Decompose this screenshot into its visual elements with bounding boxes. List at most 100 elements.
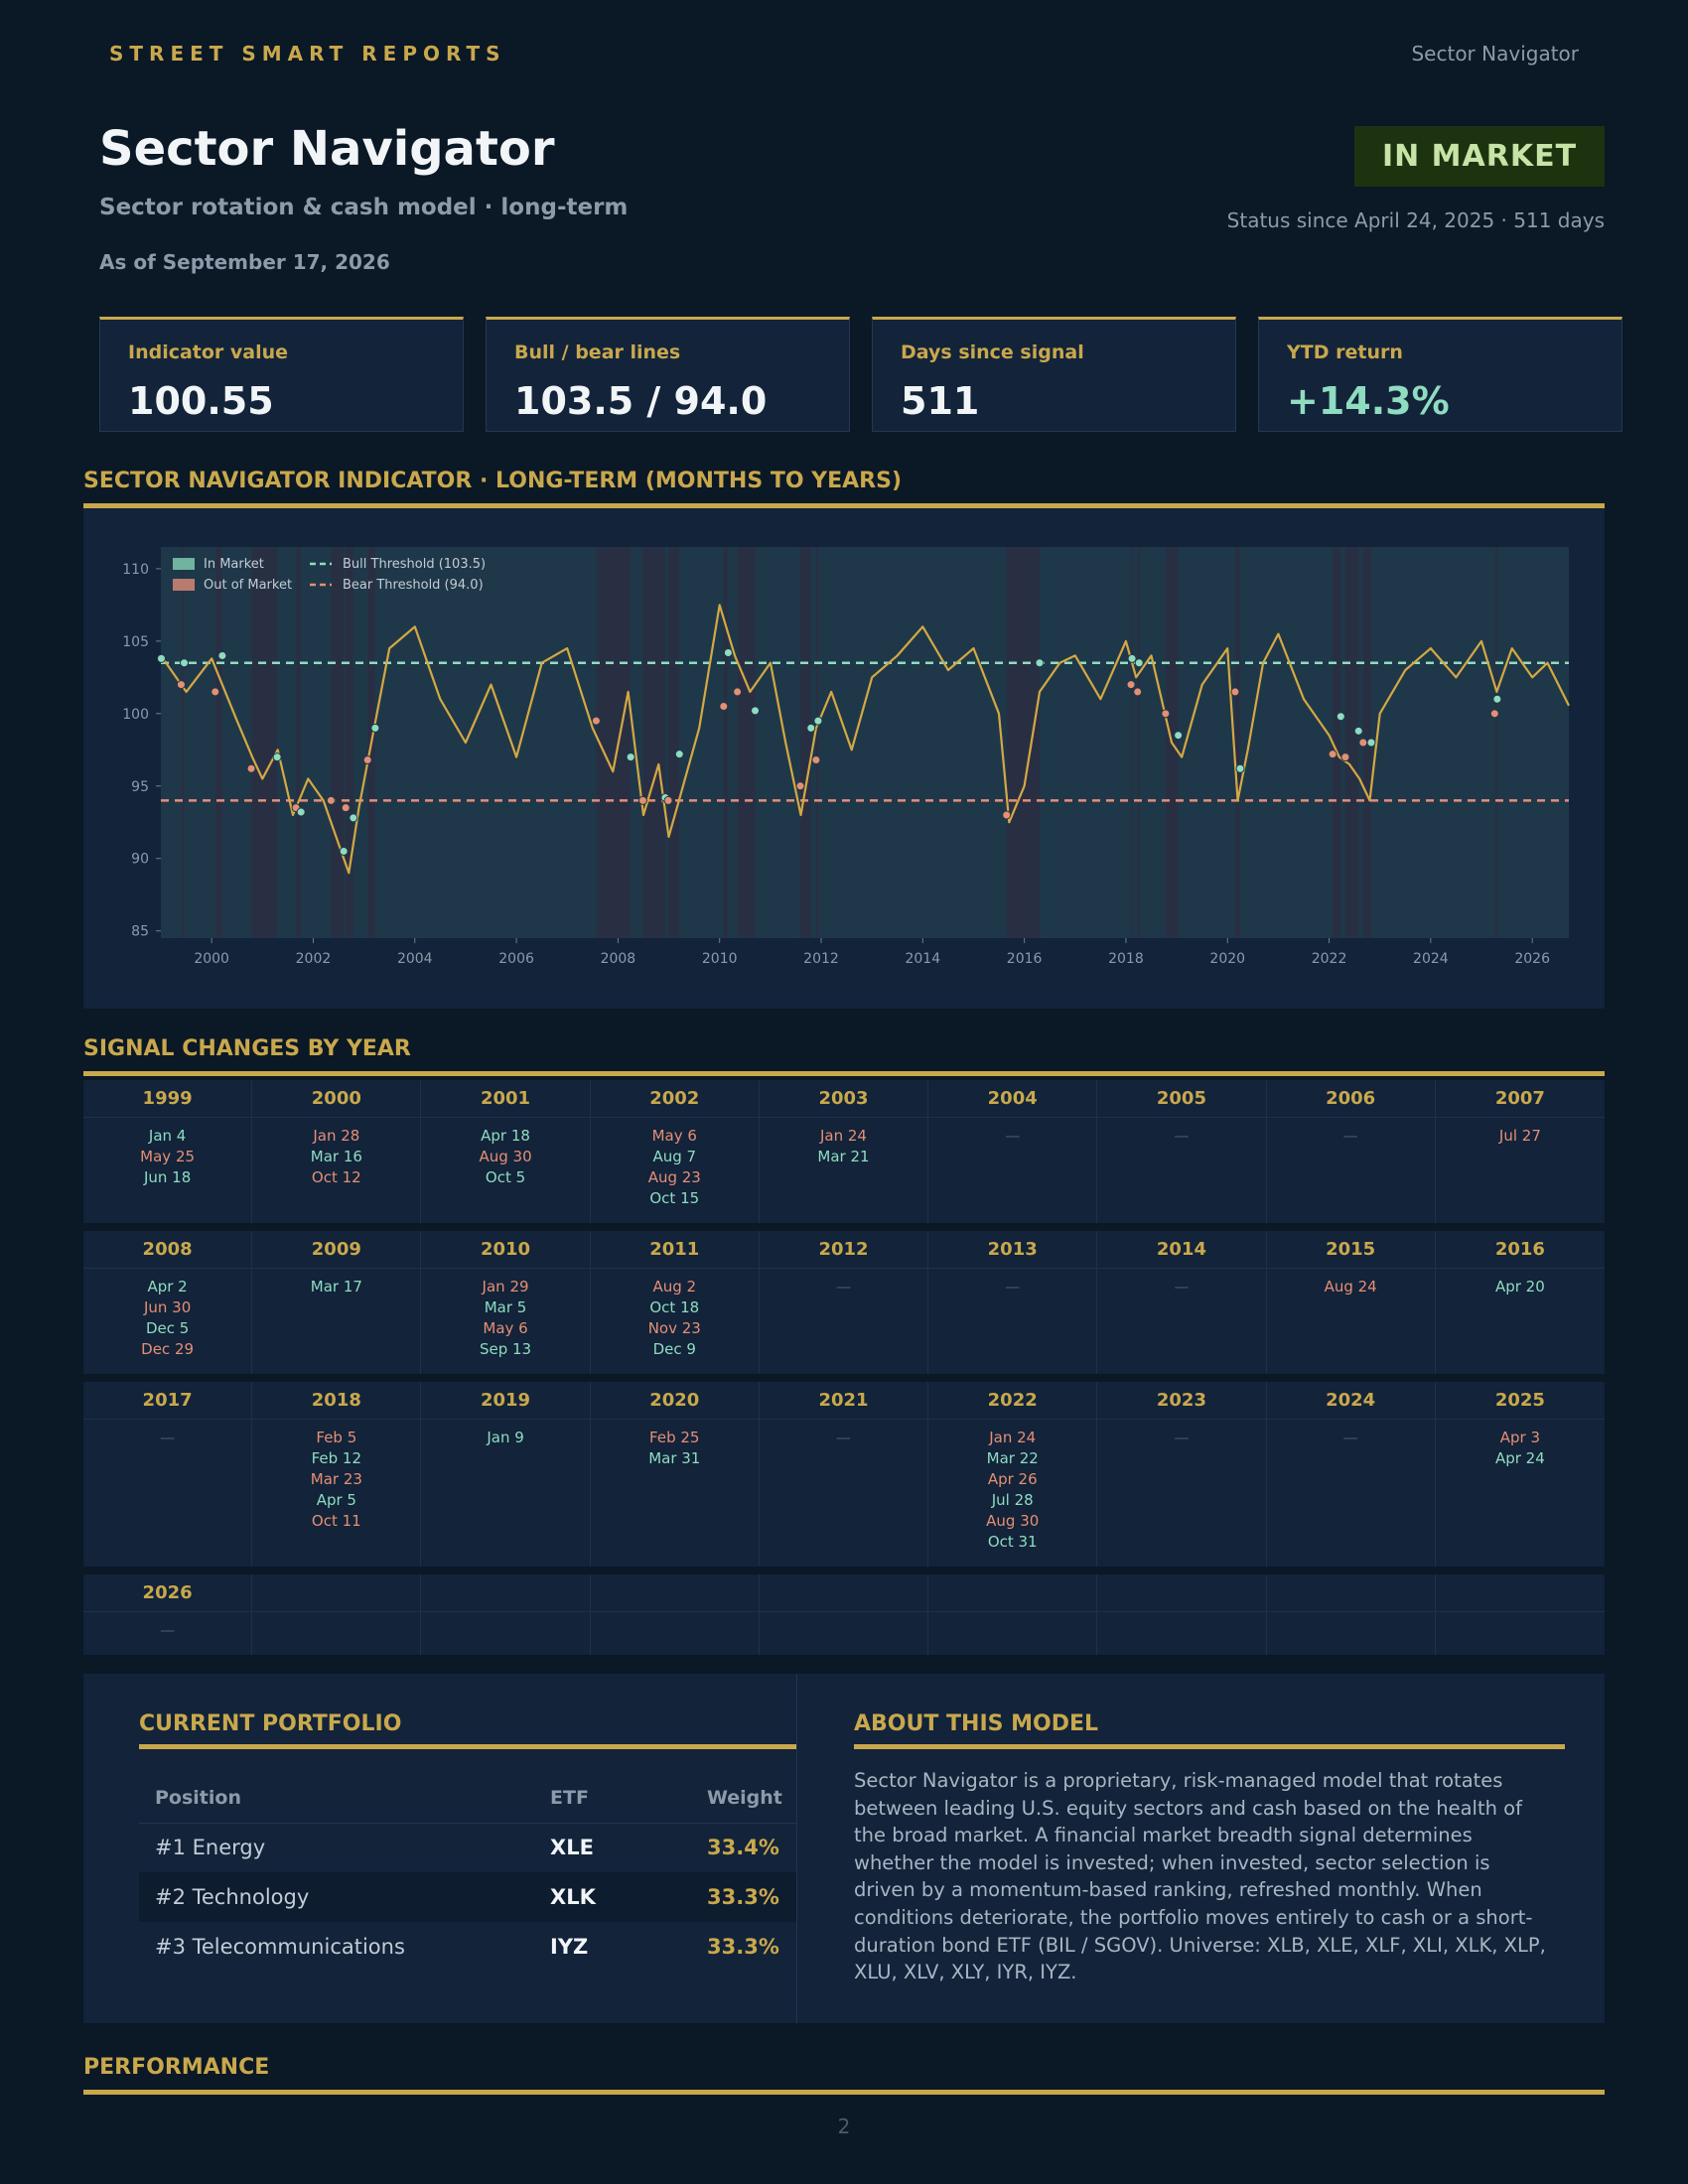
year-cell — [928, 1574, 1098, 1655]
position-cell: #1 Energy — [155, 1836, 266, 1860]
signal-date-in: Apr 18 — [481, 1127, 530, 1145]
legend-label: Out of Market — [204, 578, 292, 593]
year-label: 2014 — [1097, 1231, 1266, 1269]
signal-marker-in — [339, 846, 349, 856]
kpi-card-ytd: YTD return +14.3% — [1258, 317, 1622, 432]
signal-date-list — [421, 1612, 589, 1634]
signal-date-list: Jan 4 May 25 Jun 18 — [83, 1118, 251, 1202]
out-of-market-band — [296, 547, 302, 938]
signal-marker-out — [362, 755, 372, 765]
position-cell: #3 Telecommunications — [155, 1935, 405, 1959]
signal-marker-in — [1127, 653, 1137, 663]
signal-date-in: Aug 7 — [652, 1148, 697, 1165]
year-label: 2004 — [928, 1080, 1097, 1118]
year-cell — [1266, 1574, 1436, 1655]
signal-marker-out — [326, 795, 336, 805]
signal-marker-in — [1134, 658, 1144, 668]
legend-swatch-in-market — [173, 558, 195, 570]
no-signal-mark: — — [1005, 1278, 1021, 1296]
signal-marker-out — [246, 763, 256, 773]
signal-date-out: Aug 24 — [1324, 1278, 1377, 1296]
year-cell: 2016 Apr 20 — [1435, 1231, 1605, 1374]
x-tick-label: 2022 — [1312, 951, 1347, 967]
signal-date-list — [928, 1612, 1096, 1634]
signal-date-in: Apr 2 — [147, 1278, 188, 1296]
signal-date-list: Jul 27 — [1436, 1118, 1605, 1160]
signal-marker-in — [806, 723, 816, 733]
kpi-row: Indicator value 100.55 Bull / bear lines… — [99, 317, 1622, 432]
table-row: #3 Telecommunications IYZ 33.3% — [139, 1922, 796, 1972]
no-signal-mark: — — [1174, 1127, 1190, 1145]
signal-date-in: Jul 28 — [991, 1491, 1034, 1509]
brand-name: STREET SMART REPORTS — [109, 42, 506, 66]
year-label: 2016 — [1435, 1231, 1605, 1269]
year-cell: 2023 — — [1097, 1382, 1267, 1567]
indicator-chart-panel: 2000 2002 2004 2006 2008 2010 2012 2014 2016 2018… — [83, 508, 1605, 1009]
year-label — [252, 1574, 421, 1612]
out-of-market-band — [1234, 547, 1241, 938]
status-since: Status since April 24, 2025 · 511 days — [1226, 208, 1605, 232]
out-of-market-band — [346, 547, 353, 938]
signal-date-list: May 6 Aug 7 Aug 23 Oct 15 — [591, 1118, 759, 1223]
out-of-market-band — [800, 547, 811, 938]
signal-marker-out — [591, 716, 601, 726]
signal-date-out: May 25 — [140, 1148, 196, 1165]
year-cell: 2013 — — [928, 1231, 1098, 1374]
year-label — [1097, 1574, 1266, 1612]
year-cell: 2020 Feb 25 Mar 31 — [590, 1382, 760, 1567]
table-row: #2 Technology XLK 33.3% — [139, 1872, 796, 1922]
no-signal-mark: — — [1174, 1278, 1190, 1296]
chart-legend: In Market Out of Market Bull Threshold (… — [173, 557, 486, 593]
signal-marker-in — [626, 752, 635, 762]
year-label: 2018 — [252, 1382, 421, 1420]
signal-marker-out — [637, 795, 647, 805]
year-label: 2002 — [590, 1080, 759, 1118]
signal-marker-in — [1035, 658, 1045, 668]
signal-marker-out — [663, 795, 673, 805]
out-of-market-band — [181, 547, 185, 938]
year-label — [421, 1574, 590, 1612]
signal-date-list — [1097, 1612, 1265, 1634]
signal-date-list: — — [928, 1269, 1096, 1311]
out-of-market-band — [596, 547, 632, 938]
portfolio-table: Position ETF Weight #1 Energy XLE 33.4% … — [139, 1773, 796, 1972]
no-signal-mark: — — [160, 1621, 176, 1639]
year-cell: 2000 Jan 28 Mar 16 Oct 12 — [252, 1080, 422, 1223]
signal-date-in: Oct 18 — [649, 1298, 700, 1316]
year-cell: 2005 — — [1097, 1080, 1267, 1223]
signal-date-out: Aug 30 — [479, 1148, 532, 1165]
x-tick-label: 2008 — [601, 951, 636, 967]
year-label: 2007 — [1435, 1080, 1605, 1118]
signal-marker-in — [723, 648, 733, 658]
signal-marker-in — [813, 716, 823, 726]
year-cell: 2006 — — [1266, 1080, 1436, 1223]
signal-marker-out — [211, 687, 220, 697]
signal-date-list: Apr 3 Apr 24 — [1436, 1420, 1605, 1483]
y-tick-label: 110 — [122, 562, 149, 578]
year-cell: 2019 Jan 9 — [421, 1382, 591, 1567]
out-of-market-band — [1333, 547, 1341, 938]
signal-date-out: Jan 24 — [989, 1429, 1037, 1446]
year-label — [590, 1574, 759, 1612]
signal-marker-out — [1133, 687, 1143, 697]
out-of-market-band — [1006, 547, 1040, 938]
header-report-name[interactable]: Sector Navigator — [1411, 42, 1579, 66]
page-subtitle: Sector rotation & cash model · long-term — [99, 195, 629, 220]
year-cell — [1097, 1574, 1267, 1655]
signal-date-out: Jan 24 — [820, 1127, 867, 1145]
out-of-market-band — [737, 547, 756, 938]
year-cell: 2022 Jan 24 Mar 22 Apr 26 Jul 28 Aug 30 Oct 31 — [928, 1382, 1098, 1567]
signal-date-out: Mar 23 — [310, 1470, 362, 1488]
signal-marker-in — [180, 658, 190, 668]
panel-divider — [796, 1674, 797, 2023]
indicator-chart: 2000 2002 2004 2006 2008 2010 2012 2014 2016 2018… — [122, 547, 1570, 967]
year-label: 2006 — [1266, 1080, 1435, 1118]
year-cell: 2018 Feb 5 Feb 12 Mar 23 Apr 5 Oct 11 — [252, 1382, 422, 1567]
year-label: 2017 — [83, 1382, 252, 1420]
signal-date-list: Feb 25 Mar 31 — [591, 1420, 759, 1483]
year-cell: 2025 Apr 3 Apr 24 — [1435, 1382, 1605, 1567]
etf-cell: XLE — [550, 1836, 594, 1860]
status-badge: IN MARKET — [1354, 126, 1605, 187]
x-tick-label: 2006 — [498, 951, 534, 967]
year-row: 1999 Jan 4 May 25 Jun 18 2000 Jan 28 Mar 16 Oct… — [83, 1080, 1605, 1223]
